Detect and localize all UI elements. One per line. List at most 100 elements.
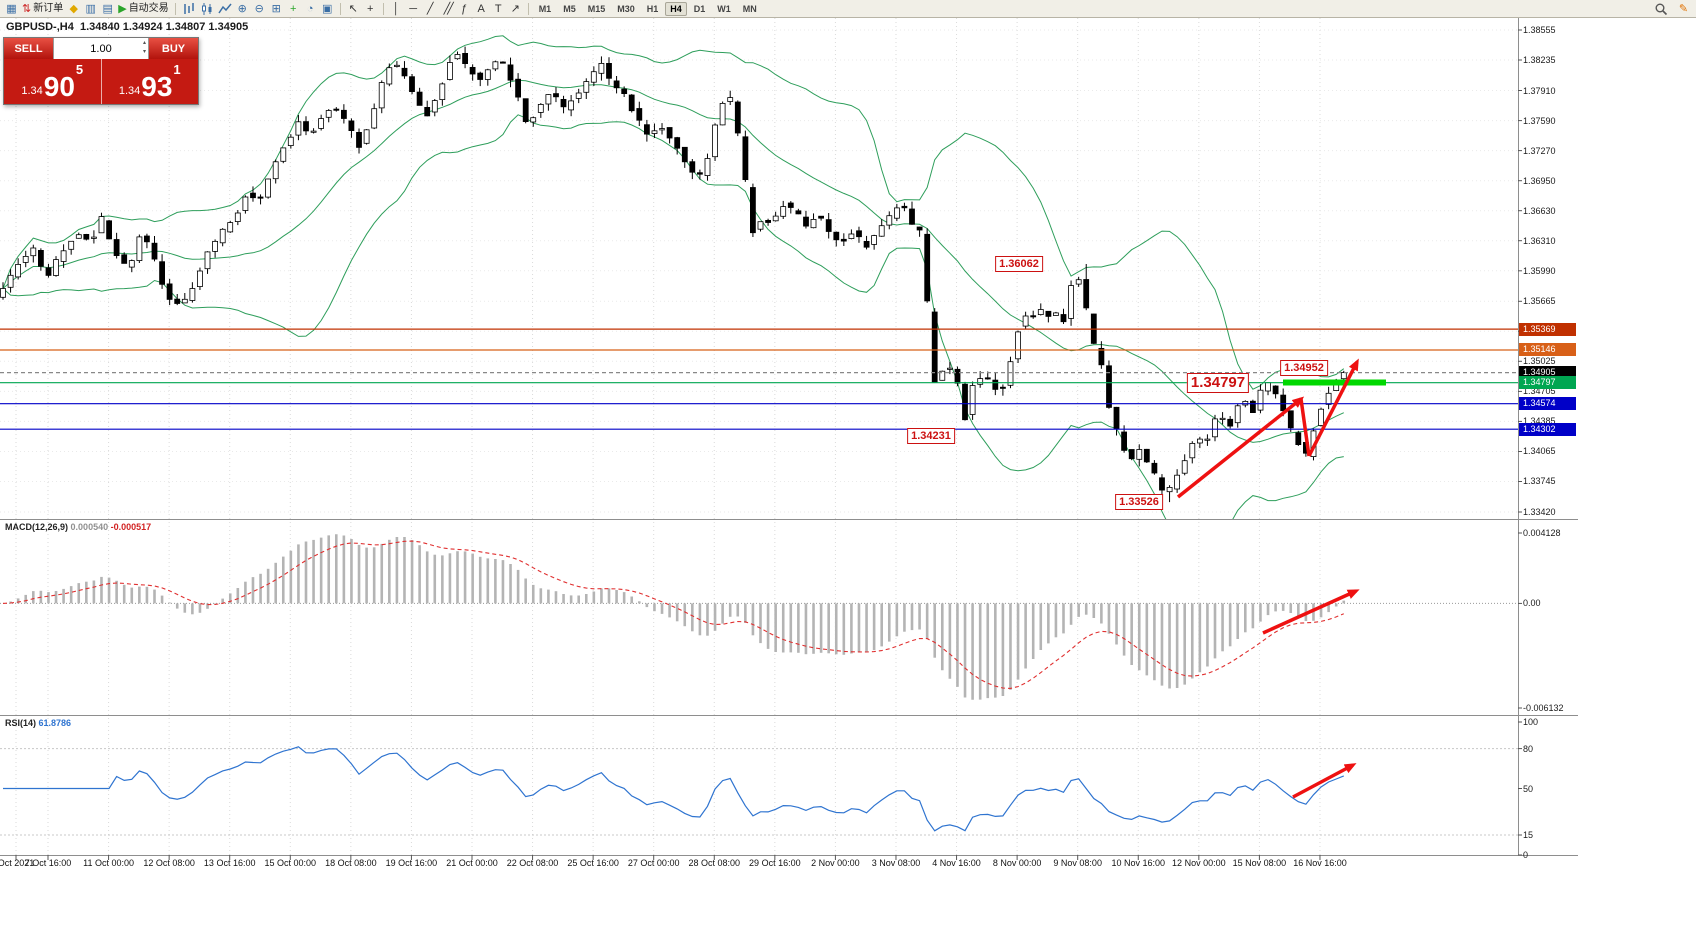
horizontal-level-lines[interactable] [0,328,1518,430]
spinner-down-icon[interactable]: ▾ [142,49,146,55]
buy-button[interactable]: BUY [149,38,198,59]
quick-edit-icon: ✎ [1678,3,1689,15]
line-mode-icon [218,3,232,13]
macd-main-value: 0.000540 [70,522,109,532]
buy-price-pips: 93 [141,71,173,102]
zoom-out-icon: ⊖ [254,2,264,15]
macd-name: MACD(12,26,9) [5,522,69,532]
vertical-line-icon: │ [392,2,400,15]
autotrade-button[interactable]: ▶ 自动交易 [116,1,170,17]
main-toolbar: ▦ ⇅ 新订单 ◆ ▥ ▤ ▶ 自动交易 ⊕ ⊖ ⊞ + ◔ ▣ ↖ + │ ─ ╱ ╱╱ ƒ A T ↗ M1 M5 M15 M30… [0,0,1696,18]
templates-button[interactable]: ▣ [319,1,336,17]
symbol-ohlc-info: GBPUSD-,H4 1.34840 1.34924 1.34807 1.349… [6,21,248,33]
navigator-icon: ▤ [102,2,113,15]
trend-arrow [1299,398,1311,457]
market-watch-button[interactable]: ▥ [82,1,99,17]
crosshair-icon: + [366,2,374,15]
rsi-line [3,746,1345,832]
bollinger-lower-band [2,114,1344,519]
bollinger-bands [2,35,1345,519]
autotrade-label: 自动交易 [128,2,169,14]
volume-spinner[interactable]: ▴ ▾ [143,39,146,57]
cursor-icon: ↖ [348,2,358,15]
spinner-up-icon[interactable]: ▴ [142,40,146,46]
horizontal-line-icon: ─ [409,2,418,15]
zoom-in-button[interactable]: ⊕ [234,1,251,17]
timeframe-m1[interactable]: M1 [538,3,552,14]
highlighted-level-segment[interactable] [1283,379,1386,386]
volume-field[interactable]: 1.00 ▴ ▾ [53,38,149,59]
label-button[interactable]: T [490,1,507,17]
toolbar-separator [527,2,529,15]
vertical-line-button[interactable]: │ [388,1,405,17]
new-chart-button[interactable]: ▦ [3,1,20,17]
quick-search-button[interactable] [1652,1,1670,17]
timeframe-d1[interactable]: D1 [693,3,706,14]
rsi-value: 61.8786 [38,718,72,728]
timeframe-h1[interactable]: H1 [646,3,659,14]
buy-price-base: 1.34 [118,85,141,97]
trend-arrow [1176,396,1305,499]
bars-mode-icon [183,2,194,14]
rsi-name: RSI(14) [5,718,37,728]
chart-profiles-button[interactable]: ◆ [65,1,82,17]
arrows-button[interactable]: ↗ [507,1,524,17]
bollinger-middle-band [2,79,1344,443]
tile-windows-icon: ⊞ [271,2,281,15]
toolbar-separator [174,2,176,15]
timeframe-m30[interactable]: M30 [617,3,635,14]
trend-arrow [1262,589,1360,635]
zoom-in-icon: ⊕ [237,2,247,15]
panel-separators [0,18,1578,860]
ohlc-values: 1.34840 1.34924 1.34807 1.34905 [79,21,249,33]
timeframe-mn[interactable]: MN [742,3,757,14]
zoom-out-button[interactable]: ⊖ [251,1,268,17]
text-icon: A [477,2,485,15]
grid-layer [0,18,1518,855]
autotrade-icon: ▶ [118,2,127,15]
horizontal-line-button[interactable]: ─ [405,1,422,17]
timeframe-m5[interactable]: M5 [563,3,576,14]
macd-indicator [0,534,1518,700]
sell-price[interactable]: 1.34 90 5 [4,59,101,104]
candlestick-series [0,46,1347,503]
navigator-button[interactable]: ▤ [99,1,116,17]
sell-button[interactable]: SELL [4,38,53,59]
fibonacci-button[interactable]: ƒ [456,1,473,17]
periods-button[interactable]: ◔ [302,1,319,17]
buy-price[interactable]: 1.34 93 1 [100,59,199,104]
candles-mode-button[interactable] [198,1,216,17]
bars-mode-button[interactable] [180,1,198,17]
text-button[interactable]: A [473,1,490,17]
trend-arrow [1292,763,1357,799]
new-order-button[interactable]: ⇅ 新订单 [20,1,65,17]
rsi-indicator [0,746,1518,836]
trendline-button[interactable]: ╱ [422,1,439,17]
symbol-name: GBPUSD-,H4 [6,21,74,33]
crosshair-button[interactable]: + [362,1,379,17]
trade-widget-prices: 1.34 90 5 1.34 93 1 [4,59,198,104]
timeframe-m15[interactable]: M15 [587,3,606,14]
trend-arrow [1307,358,1359,457]
channel-button[interactable]: ╱╱ [439,1,456,17]
quick-search-icon [1655,3,1668,16]
indicators-button[interactable]: + [285,1,302,17]
cursor-button[interactable]: ↖ [345,1,362,17]
rsi-indicator-label: RSI(14) 61.8786 [5,718,71,728]
market-watch-icon: ▥ [85,2,96,15]
macd-signal-value: -0.000517 [110,522,152,532]
timeframe-h4[interactable]: H4 [665,1,687,16]
tile-windows-button[interactable]: ⊞ [268,1,285,17]
macd-signal-line [2,540,1344,689]
timeframe-w1[interactable]: W1 [717,3,731,14]
new-order-label: 新订单 [33,2,64,14]
new-chart-icon: ▦ [6,2,17,15]
quick-edit-button[interactable]: ✎ [1675,1,1692,17]
indicators-icon: + [289,2,297,15]
sell-price-pips: 90 [43,71,75,102]
trend-arrows[interactable] [1176,358,1360,799]
buy-price-point: 1 [173,62,181,77]
line-mode-button[interactable] [216,1,234,17]
